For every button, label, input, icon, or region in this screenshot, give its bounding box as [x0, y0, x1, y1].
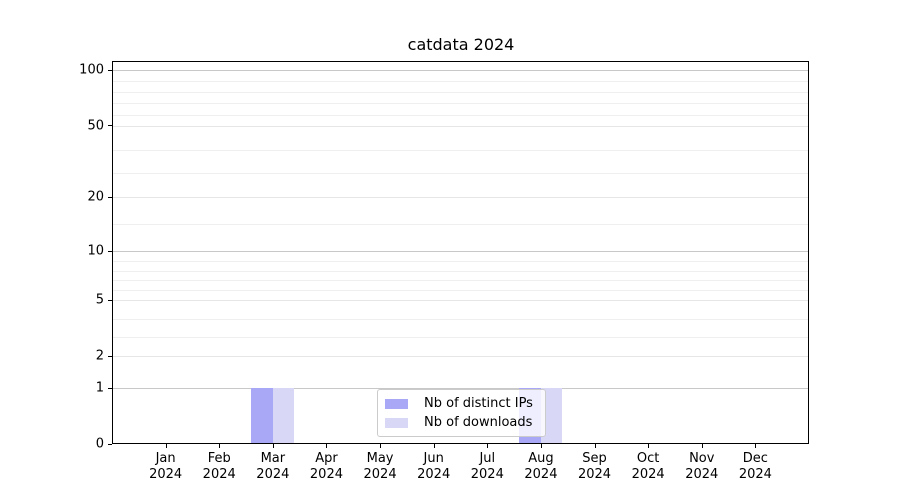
y-gridline-minor	[112, 103, 809, 105]
y-gridline	[112, 300, 809, 301]
plot-area	[112, 61, 809, 444]
x-tick-mark	[487, 444, 489, 448]
y-tick-mark	[108, 69, 112, 71]
x-tick-label: Aug 2024	[501, 451, 581, 483]
x-tick-label: May 2024	[340, 451, 420, 483]
x-tick-month: Jun	[423, 451, 444, 466]
y-tick-label: 50	[87, 118, 104, 134]
x-tick-label: Jan 2024	[126, 451, 206, 483]
bar-downloads	[540, 388, 563, 443]
x-tick-year: 2024	[363, 467, 397, 482]
y-gridline	[112, 197, 809, 199]
x-tick-year: 2024	[738, 467, 772, 482]
x-tick-month: Aug	[528, 451, 554, 466]
y-tick-mark	[108, 387, 112, 389]
x-tick-year: 2024	[631, 467, 665, 482]
x-tick-label: Oct 2024	[608, 451, 688, 483]
y-tick-label: 1	[95, 380, 104, 396]
x-tick-mark	[701, 444, 703, 448]
x-tick-label: Jul 2024	[447, 451, 527, 483]
legend-label: Nb of downloads	[424, 414, 533, 430]
y-tick-label: 100	[79, 62, 104, 78]
legend-swatch	[385, 417, 408, 428]
y-gridline-minor	[112, 260, 809, 262]
y-tick-mark	[108, 196, 112, 198]
x-tick-year: 2024	[202, 467, 236, 482]
y-tick-mark	[108, 299, 112, 301]
x-tick-mark	[165, 444, 167, 448]
x-tick-month: Jul	[479, 451, 496, 466]
y-tick-label: 20	[87, 189, 104, 205]
x-tick-month: Dec	[742, 451, 768, 466]
x-tick-label: Mar 2024	[233, 451, 313, 483]
x-tick-mark	[648, 444, 650, 448]
bar-distinct-ips	[251, 388, 273, 443]
x-tick-month: Sep	[582, 451, 607, 466]
x-tick-mark	[272, 444, 274, 448]
x-tick-mark	[433, 444, 435, 448]
y-gridline-major	[112, 70, 809, 71]
x-tick-month: Nov	[689, 451, 715, 466]
x-tick-month: Oct	[636, 451, 660, 466]
legend-item: Nb of downloads	[385, 414, 539, 430]
x-tick-mark	[594, 444, 596, 448]
legend-swatch	[385, 398, 408, 409]
x-tick-label: Nov 2024	[662, 451, 742, 483]
y-gridline-minor	[112, 270, 809, 272]
y-tick-label: 2	[95, 348, 104, 364]
y-gridline-major	[112, 251, 809, 252]
y-tick-label: 5	[95, 292, 104, 308]
y-gridline-minor	[112, 290, 809, 292]
y-gridline-minor	[112, 318, 809, 320]
x-tick-label: Jun 2024	[394, 451, 474, 483]
y-tick-mark	[108, 125, 112, 127]
y-gridline	[112, 125, 809, 127]
y-gridline-major	[112, 388, 809, 389]
bar-downloads	[272, 388, 295, 443]
x-tick-year: 2024	[256, 467, 290, 482]
x-tick-month: Jan	[155, 451, 176, 466]
x-tick-mark	[326, 444, 328, 448]
x-tick-label: Dec 2024	[715, 451, 795, 483]
legend: Nb of distinct IPs Nb of downloads	[377, 389, 546, 437]
y-gridline-minor	[112, 224, 809, 226]
y-gridline-minor	[112, 173, 809, 175]
x-tick-month: May	[366, 451, 394, 466]
y-gridline-minor	[112, 114, 809, 116]
x-tick-mark	[540, 444, 542, 448]
y-gridline-minor	[112, 337, 809, 339]
x-tick-year: 2024	[149, 467, 183, 482]
y-gridline-minor	[112, 92, 809, 94]
x-tick-month: Apr	[315, 451, 338, 466]
x-tick-label: Sep 2024	[555, 451, 635, 483]
x-tick-year: 2024	[470, 467, 504, 482]
x-tick-year: 2024	[309, 467, 343, 482]
y-tick-mark	[108, 355, 112, 357]
x-tick-label: Feb 2024	[179, 451, 259, 483]
y-gridline	[112, 356, 809, 357]
x-tick-mark	[755, 444, 757, 448]
x-tick-mark	[219, 444, 221, 448]
legend-item: Nb of distinct IPs	[385, 395, 539, 411]
y-tick-label: 10	[87, 243, 104, 259]
chart-title: catdata 2024	[407, 35, 515, 54]
x-tick-year: 2024	[417, 467, 451, 482]
legend-label: Nb of distinct IPs	[424, 395, 533, 411]
y-gridline-minor	[112, 280, 809, 282]
y-gridline-minor	[112, 149, 809, 151]
y-tick-mark	[108, 250, 112, 252]
x-tick-month: Mar	[260, 451, 286, 466]
y-gridline-minor	[112, 81, 809, 83]
x-tick-mark	[380, 444, 382, 448]
x-tick-year: 2024	[577, 467, 612, 482]
y-tick-mark	[108, 443, 112, 445]
x-tick-year: 2024	[524, 467, 558, 482]
x-tick-month: Feb	[207, 451, 231, 466]
x-tick-label: Apr 2024	[286, 451, 366, 483]
x-tick-year: 2024	[685, 467, 719, 482]
y-tick-label: 0	[95, 436, 104, 452]
